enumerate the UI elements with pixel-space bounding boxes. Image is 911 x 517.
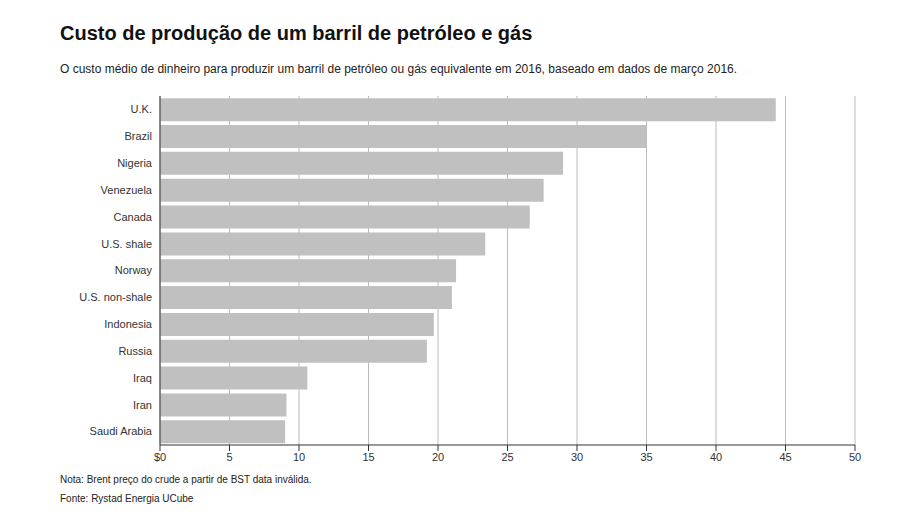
svg-text:Canada: Canada <box>113 211 152 223</box>
svg-text:Brazil: Brazil <box>124 130 152 142</box>
html-text:Nota: Brent preço do crude a p: Nota: Brent preço do crude a partir de B… <box>60 474 312 485</box>
svg-text:Iraq: Iraq <box>133 372 152 384</box>
svg-text:U.S. shale: U.S. shale <box>101 238 152 250</box>
svg-text:15: 15 <box>362 451 374 463</box>
svg-text:Nigeria: Nigeria <box>117 157 153 169</box>
svg-text:Saudi Arabia: Saudi Arabia <box>90 425 153 437</box>
svg-text:5: 5 <box>226 451 232 463</box>
svg-text:20: 20 <box>432 451 444 463</box>
svg-text:U.S. non-shale: U.S. non-shale <box>79 291 152 303</box>
svg-text:Russia: Russia <box>118 345 153 357</box>
svg-text:45: 45 <box>779 451 791 463</box>
html-text:Custo de produção de um barril: Custo de produção de um barril de petról… <box>60 22 533 44</box>
svg-text:$0: $0 <box>154 451 166 463</box>
svg-text:Norway: Norway <box>115 264 153 276</box>
html-text:O custo médio de dinheiro para: O custo médio de dinheiro para produzir … <box>60 62 738 76</box>
svg-text:10: 10 <box>293 451 305 463</box>
svg-text:Iran: Iran <box>133 399 152 411</box>
svg-text:40: 40 <box>710 451 722 463</box>
svg-text:25: 25 <box>501 451 513 463</box>
svg-text:50: 50 <box>849 451 861 463</box>
svg-text:Indonesia: Indonesia <box>104 318 153 330</box>
svg-text:Venezuela: Venezuela <box>101 184 153 196</box>
html-text:Fonte: Rystad Energia UCube: Fonte: Rystad Energia UCube <box>60 493 194 504</box>
svg-text:35: 35 <box>640 451 652 463</box>
svg-text:30: 30 <box>571 451 583 463</box>
svg-text:U.K.: U.K. <box>131 103 152 115</box>
